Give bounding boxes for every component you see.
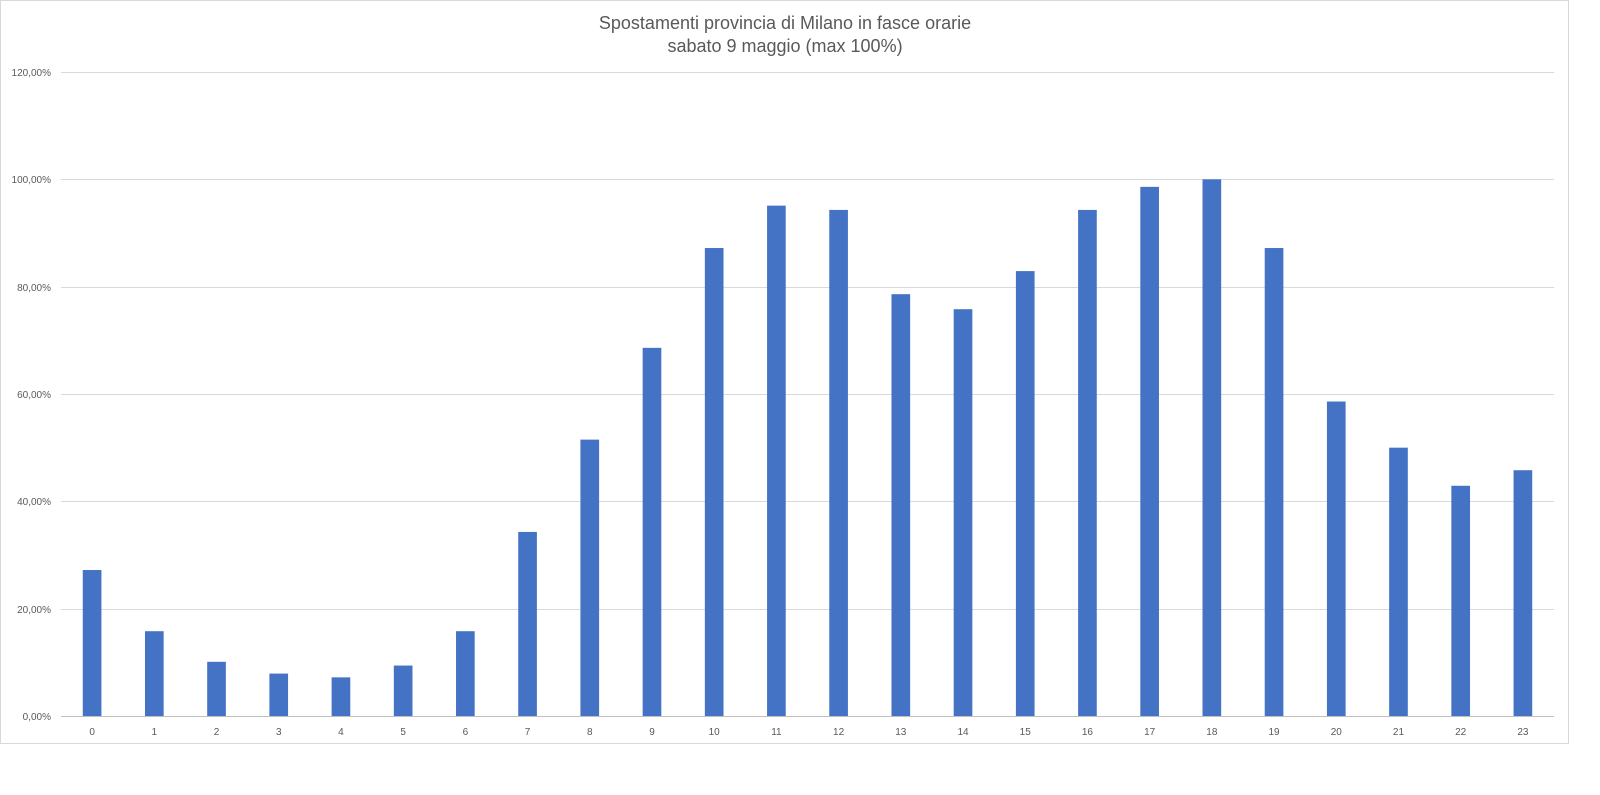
bar-series [82, 179, 1533, 717]
y-tick-label: 120,00% [12, 68, 52, 79]
x-tick-label: 6 [463, 727, 469, 738]
x-tick-label: 17 [1144, 727, 1156, 738]
bar-hour-3 [269, 673, 289, 716]
x-tick-label: 11 [771, 727, 782, 738]
bar-hour-14 [953, 309, 973, 716]
bar-hour-9 [642, 347, 662, 716]
bar-hour-20 [1326, 401, 1346, 716]
bar-hour-4 [331, 677, 351, 716]
bar-hour-10 [704, 248, 724, 716]
y-axis-tick-labels: 0,00% 20,00% 40,00% 60,00% 80,00% 100,00% 120,… [12, 68, 52, 723]
bar-hour-22 [1451, 485, 1471, 716]
bar-hour-21 [1389, 447, 1408, 716]
bar-hour-7 [518, 531, 537, 716]
x-tick-label: 0 [89, 727, 95, 738]
x-tick-label: 15 [1020, 727, 1032, 738]
chart-area: Spostamenti provincia di Milano in fasce… [0, 0, 1569, 744]
bar-hour-23 [1513, 470, 1533, 716]
bar-hour-2 [207, 661, 226, 716]
bar-hour-15 [1015, 271, 1035, 716]
bar-hour-5 [393, 665, 413, 716]
x-tick-label: 19 [1268, 727, 1280, 738]
x-tick-label: 4 [338, 727, 344, 738]
x-tick-label: 20 [1331, 727, 1343, 738]
bar-hour-16 [1078, 209, 1097, 717]
bar-hour-0 [82, 570, 102, 716]
x-tick-label: 10 [709, 727, 721, 738]
gridlines [61, 72, 1554, 717]
bar-hour-18 [1202, 179, 1222, 716]
x-tick-label: 2 [214, 727, 220, 738]
chart-title: Spostamenti provincia di Milano in fasce… [599, 13, 971, 33]
bar-hour-8 [580, 439, 600, 716]
x-tick-label: 16 [1082, 727, 1094, 738]
x-tick-label: 3 [276, 727, 282, 738]
x-tick-label: 18 [1206, 727, 1218, 738]
bar-hour-17 [1140, 186, 1159, 717]
x-tick-label: 23 [1517, 727, 1529, 738]
y-tick-label: 60,00% [17, 390, 51, 401]
bar-hour-1 [144, 631, 164, 716]
bar-hour-12 [829, 209, 848, 717]
x-axis-tick-labels: 0 1 2 3 4 5 6 7 8 9 10 11 12 13 14 15 16 17 18 19 20 21 22 23 [89, 727, 1529, 738]
bar-chart: Spostamenti provincia di Milano in fasce… [12, 13, 1554, 738]
x-tick-label: 8 [587, 727, 593, 738]
bar-hour-6 [456, 631, 475, 716]
x-tick-label: 5 [400, 727, 406, 738]
x-tick-label: 22 [1455, 727, 1467, 738]
y-tick-label: 20,00% [17, 605, 51, 616]
y-tick-label: 100,00% [12, 175, 52, 186]
y-tick-label: 80,00% [17, 283, 51, 294]
bar-hour-11 [767, 205, 786, 716]
y-tick-label: 40,00% [17, 497, 51, 508]
x-tick-label: 13 [895, 727, 907, 738]
x-tick-label: 12 [833, 727, 845, 738]
chart-subtitle: sabato 9 maggio (max 100%) [667, 36, 902, 56]
y-tick-label: 0,00% [23, 712, 51, 723]
x-tick-label: 1 [152, 727, 158, 738]
x-tick-label: 14 [957, 727, 969, 738]
bar-hour-13 [891, 294, 911, 716]
x-tick-label: 21 [1393, 727, 1405, 738]
x-tick-label: 7 [525, 727, 531, 738]
bar-hour-19 [1264, 248, 1284, 716]
x-tick-label: 9 [649, 727, 655, 738]
